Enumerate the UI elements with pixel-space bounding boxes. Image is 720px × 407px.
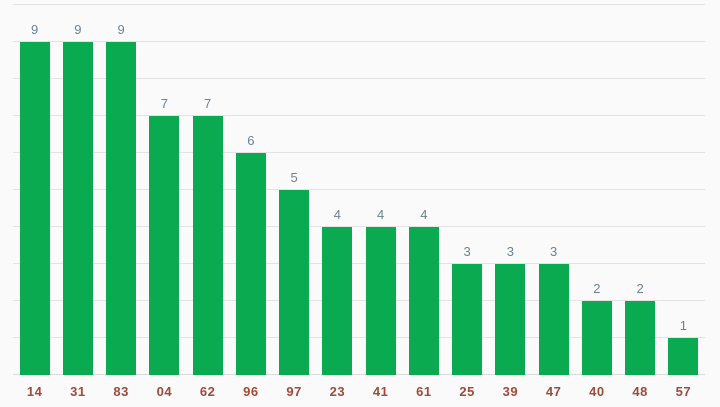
bar-column: 9 (13, 5, 56, 375)
bar-column: 4 (316, 5, 359, 375)
bar-column: 1 (662, 5, 705, 375)
bar[interactable] (365, 227, 396, 375)
bar[interactable] (581, 301, 612, 375)
bar-value-label: 7 (204, 96, 212, 111)
x-axis-label-cell: 31 (56, 375, 99, 407)
axis-baseline (13, 374, 705, 375)
bar-column: 5 (273, 5, 316, 375)
x-axis-label-cell: 97 (273, 375, 316, 407)
bar[interactable] (408, 227, 439, 375)
gridline (13, 41, 705, 42)
x-axis-label: 04 (156, 383, 173, 399)
x-axis-label: 62 (199, 383, 216, 399)
bar[interactable] (322, 227, 353, 375)
gridline (13, 300, 705, 301)
bar[interactable] (192, 116, 223, 375)
x-axis-label: 96 (243, 383, 259, 399)
bar-value-label: 2 (593, 281, 601, 296)
x-axis-labels: 14 31 83 04 62 96 97 23 41 61 25 39 47 40 48 57 (13, 375, 705, 407)
x-axis-label-cell: 57 (662, 375, 705, 407)
bar-column: 3 (446, 5, 489, 375)
bar-value-label: 2 (636, 281, 644, 296)
gridline (13, 115, 705, 116)
x-axis-label: 61 (416, 383, 432, 399)
bar-value-label: 7 (160, 96, 168, 111)
bar-value-label: 3 (550, 244, 558, 259)
x-axis-label-cell: 23 (316, 375, 359, 407)
bar-column: 6 (229, 5, 272, 375)
bar-column: 3 (489, 5, 532, 375)
bar[interactable] (19, 42, 50, 375)
bar-value-label: 9 (74, 22, 82, 37)
gridline (13, 226, 705, 227)
bar-column: 4 (359, 5, 402, 375)
x-axis-label: 23 (329, 383, 346, 399)
bar-column: 2 (619, 5, 662, 375)
x-axis-label-cell: 47 (532, 375, 575, 407)
bar-value-label: 9 (117, 22, 125, 37)
bar[interactable] (279, 190, 310, 375)
x-axis-label-cell: 41 (359, 375, 402, 407)
x-axis-label: 48 (632, 383, 648, 399)
bar[interactable] (62, 42, 93, 375)
bar-column: 9 (100, 5, 143, 375)
bar-value-label: 4 (420, 207, 428, 222)
x-axis-label-cell: 40 (575, 375, 618, 407)
bar[interactable] (538, 264, 569, 375)
bar-value-label: 3 (506, 244, 514, 259)
x-axis-label: 41 (372, 383, 389, 399)
bar-value-label: 4 (377, 207, 385, 222)
bar[interactable] (106, 42, 137, 375)
x-axis-label-cell: 83 (100, 375, 143, 407)
x-axis-label-cell: 14 (13, 375, 56, 407)
gridline (13, 263, 705, 264)
bar[interactable] (625, 301, 656, 375)
x-axis-label-cell: 04 (143, 375, 186, 407)
bar-value-label: 5 (290, 170, 298, 185)
x-axis-label: 39 (502, 383, 519, 399)
gridline (13, 337, 705, 338)
x-axis-label-cell: 39 (489, 375, 532, 407)
bar-column: 4 (402, 5, 445, 375)
x-axis-label: 25 (459, 383, 475, 399)
bars-container: 9 9 9 7 7 6 5 4 4 4 3 3 3 2 2 1 (13, 5, 705, 375)
x-axis-label: 31 (70, 383, 86, 399)
bar-column: 7 (143, 5, 186, 375)
x-axis-label-cell: 96 (229, 375, 272, 407)
x-axis-label: 57 (675, 383, 692, 399)
bar-value-label: 3 (463, 244, 471, 259)
x-axis-label: 97 (286, 383, 302, 399)
bar-value-label: 6 (247, 133, 255, 148)
plot-area: 9 9 9 7 7 6 5 4 4 4 3 3 3 2 2 1 (13, 4, 705, 375)
gridline (13, 152, 705, 153)
gridline (13, 4, 705, 5)
x-axis-label: 47 (545, 383, 562, 399)
x-axis-label-cell: 48 (619, 375, 662, 407)
x-axis-label-cell: 62 (186, 375, 229, 407)
x-axis-label: 83 (113, 383, 129, 399)
bar-value-label: 4 (333, 207, 341, 222)
gridline (13, 78, 705, 79)
bar[interactable] (495, 264, 526, 375)
bar[interactable] (668, 338, 699, 375)
bar-value-label: 1 (679, 318, 687, 333)
bar-value-label: 9 (31, 22, 39, 37)
bar[interactable] (452, 264, 483, 375)
gridline (13, 189, 705, 190)
x-axis-label: 14 (26, 383, 43, 399)
x-axis-label-cell: 61 (402, 375, 445, 407)
bar-column: 2 (575, 5, 618, 375)
bar[interactable] (235, 153, 266, 375)
x-axis-label-cell: 25 (446, 375, 489, 407)
bar-column: 7 (186, 5, 229, 375)
bar-column: 3 (532, 5, 575, 375)
bar-column: 9 (56, 5, 99, 375)
bar[interactable] (149, 116, 180, 375)
x-axis-label: 40 (589, 383, 605, 399)
